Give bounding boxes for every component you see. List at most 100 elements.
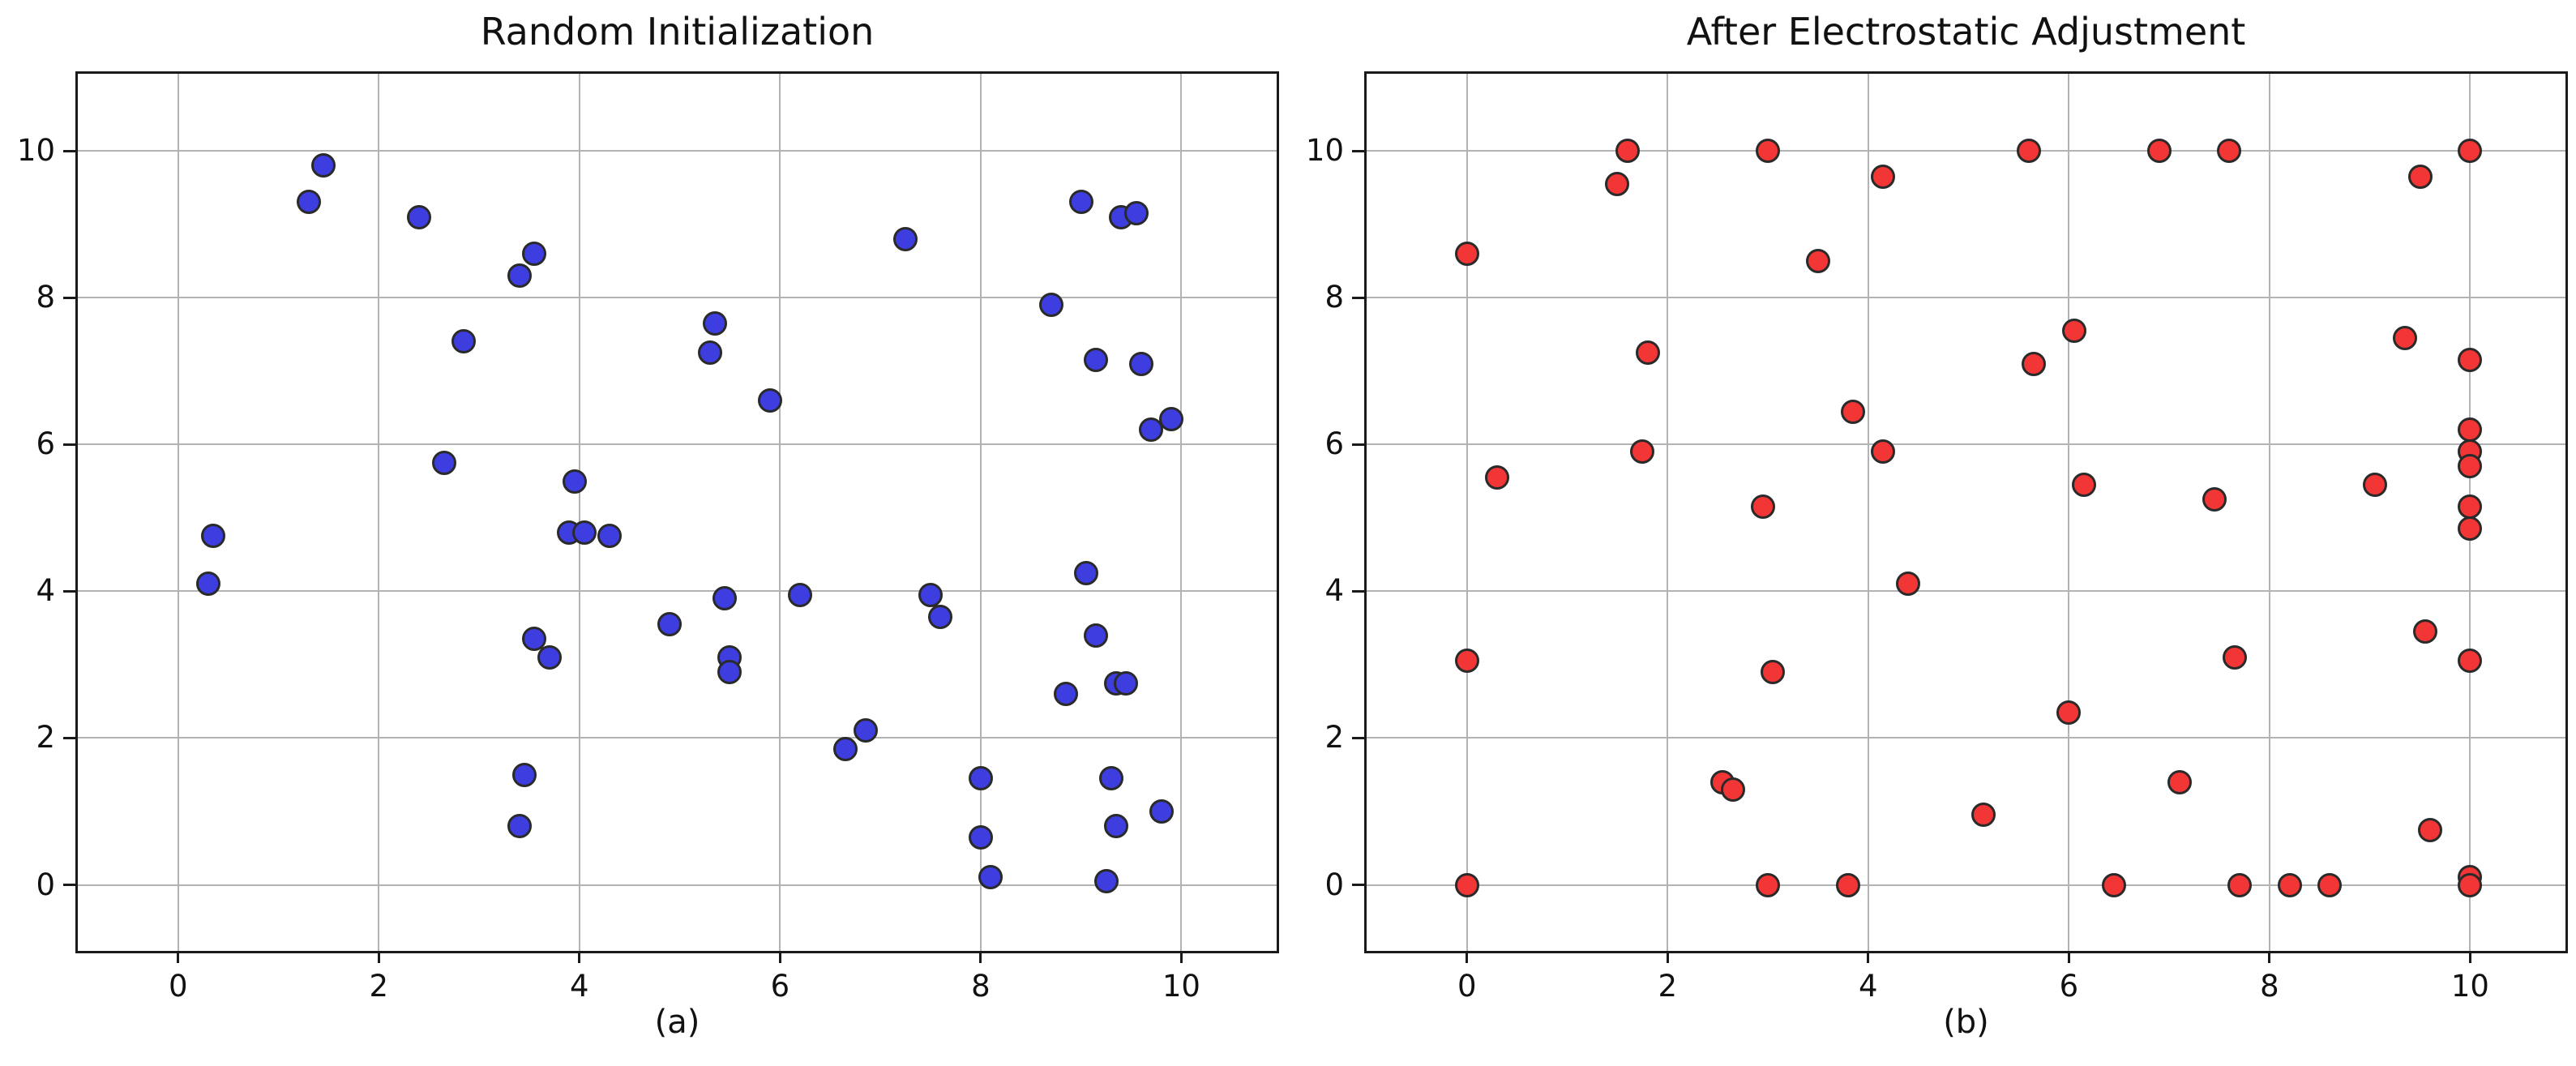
- scatter-point: [1484, 465, 1509, 490]
- scatter-point: [1114, 670, 1139, 696]
- panel-a-title: Random Initialization: [480, 10, 875, 54]
- scatter-point: [1093, 868, 1119, 893]
- y-axis-tick: [63, 589, 75, 593]
- x-axis-tick: [2468, 951, 2471, 963]
- y-axis-tick-label: 10: [16, 133, 55, 169]
- scatter-point: [195, 572, 220, 597]
- y-axis-tick: [63, 736, 75, 739]
- scatter-point: [1630, 439, 1655, 465]
- scatter-point: [562, 469, 587, 494]
- scatter-point: [1454, 649, 1479, 674]
- scatter-point: [537, 644, 562, 670]
- gridline-horizontal: [78, 884, 1277, 886]
- scatter-point: [1084, 348, 1109, 373]
- gridline-vertical: [1867, 74, 1869, 951]
- x-axis-tick-label: 4: [570, 969, 589, 1004]
- panel-a-sublabel: (a): [654, 1004, 700, 1041]
- scatter-point: [968, 824, 993, 850]
- x-axis-tick-label: 8: [971, 969, 991, 1004]
- x-axis-tick: [377, 951, 380, 963]
- scatter-point: [893, 226, 918, 251]
- y-axis-tick-label: 2: [36, 720, 55, 756]
- scatter-point: [597, 524, 622, 549]
- gridline-vertical: [378, 74, 380, 951]
- scatter-point: [2458, 454, 2483, 479]
- y-axis-tick: [1352, 443, 1364, 446]
- x-axis-tick: [2067, 951, 2070, 963]
- gridline-horizontal: [1367, 884, 2565, 886]
- scatter-point: [311, 153, 336, 178]
- scatter-point: [1149, 798, 1174, 824]
- scatter-point: [2227, 872, 2252, 897]
- scatter-point: [757, 387, 782, 413]
- scatter-point: [717, 659, 742, 684]
- scatter-point: [557, 520, 582, 545]
- gridline-vertical: [979, 74, 982, 951]
- gridline-horizontal: [1367, 297, 2565, 299]
- scatter-point: [1073, 560, 1098, 585]
- gridline-horizontal: [78, 297, 1277, 299]
- scatter-point: [507, 263, 532, 288]
- scatter-point: [1054, 682, 1079, 707]
- gridline-vertical: [1466, 74, 1468, 951]
- x-axis-tick-label: 10: [2450, 969, 2489, 1004]
- y-axis-tick: [1352, 296, 1364, 299]
- gridline-vertical: [578, 74, 580, 951]
- scatter-point: [507, 814, 532, 839]
- scatter-point: [2458, 516, 2483, 542]
- scatter-point: [1971, 803, 1996, 828]
- scatter-point: [1841, 399, 1866, 424]
- scatter-point: [1038, 293, 1063, 318]
- scatter-point: [1871, 439, 1896, 465]
- x-axis-tick-label: 2: [1658, 969, 1678, 1004]
- scatter-point: [657, 612, 683, 637]
- scatter-point: [2458, 649, 2483, 674]
- panel-a-axes: 0 2 4 6 8 10 0 2 4 6 8 10: [17, 71, 1279, 1004]
- x-axis-tick: [177, 951, 180, 963]
- scatter-point: [296, 190, 321, 215]
- scatter-point: [2222, 644, 2247, 670]
- scatter-point: [2277, 872, 2302, 897]
- scatter-point: [2458, 872, 2483, 897]
- y-axis-tick-label: 6: [36, 426, 55, 462]
- scatter-point: [1761, 659, 1786, 684]
- scatter-point: [1098, 766, 1123, 791]
- y-axis-tick-label: 4: [1324, 573, 1344, 609]
- scatter-point: [1635, 340, 1660, 366]
- scatter-point: [1454, 241, 1479, 266]
- gridline-vertical: [2268, 74, 2270, 951]
- x-axis-tick: [1179, 951, 1183, 963]
- scatter-point: [1605, 171, 1630, 196]
- x-axis-tick: [979, 951, 982, 963]
- y-axis-tick-label: 0: [36, 867, 55, 902]
- scatter-point: [1615, 139, 1640, 164]
- gridline-vertical: [1180, 74, 1183, 951]
- scatter-point: [978, 865, 1003, 890]
- scatter-point: [2071, 473, 2096, 498]
- scatter-point: [2392, 325, 2417, 350]
- scatter-point: [2167, 769, 2192, 794]
- scatter-point: [968, 766, 993, 791]
- scatter-point: [1805, 248, 1830, 273]
- scatter-point: [1159, 406, 1184, 431]
- scatter-point: [2022, 351, 2047, 376]
- gridline-horizontal: [1367, 737, 2565, 739]
- scatter-point: [2458, 494, 2483, 520]
- scatter-point: [832, 737, 858, 761]
- scatter-point: [406, 204, 431, 229]
- y-axis-tick-label: 4: [36, 573, 55, 609]
- scatter-point: [1756, 139, 1781, 164]
- y-axis-tick: [63, 443, 75, 446]
- y-axis-tick: [63, 884, 75, 886]
- scatter-point: [2317, 872, 2343, 897]
- scatter-point: [2146, 139, 2172, 164]
- scatter-point: [2202, 487, 2227, 512]
- x-axis-tick: [1867, 951, 1870, 963]
- gridline-horizontal: [78, 443, 1277, 446]
- scatter-point: [1720, 777, 1745, 802]
- scatter-point: [1128, 351, 1153, 376]
- scatter-point: [2417, 817, 2442, 842]
- x-axis-tick-label: 4: [1859, 969, 1878, 1004]
- y-axis-tick-label: 8: [36, 280, 55, 315]
- scatter-point: [697, 340, 722, 366]
